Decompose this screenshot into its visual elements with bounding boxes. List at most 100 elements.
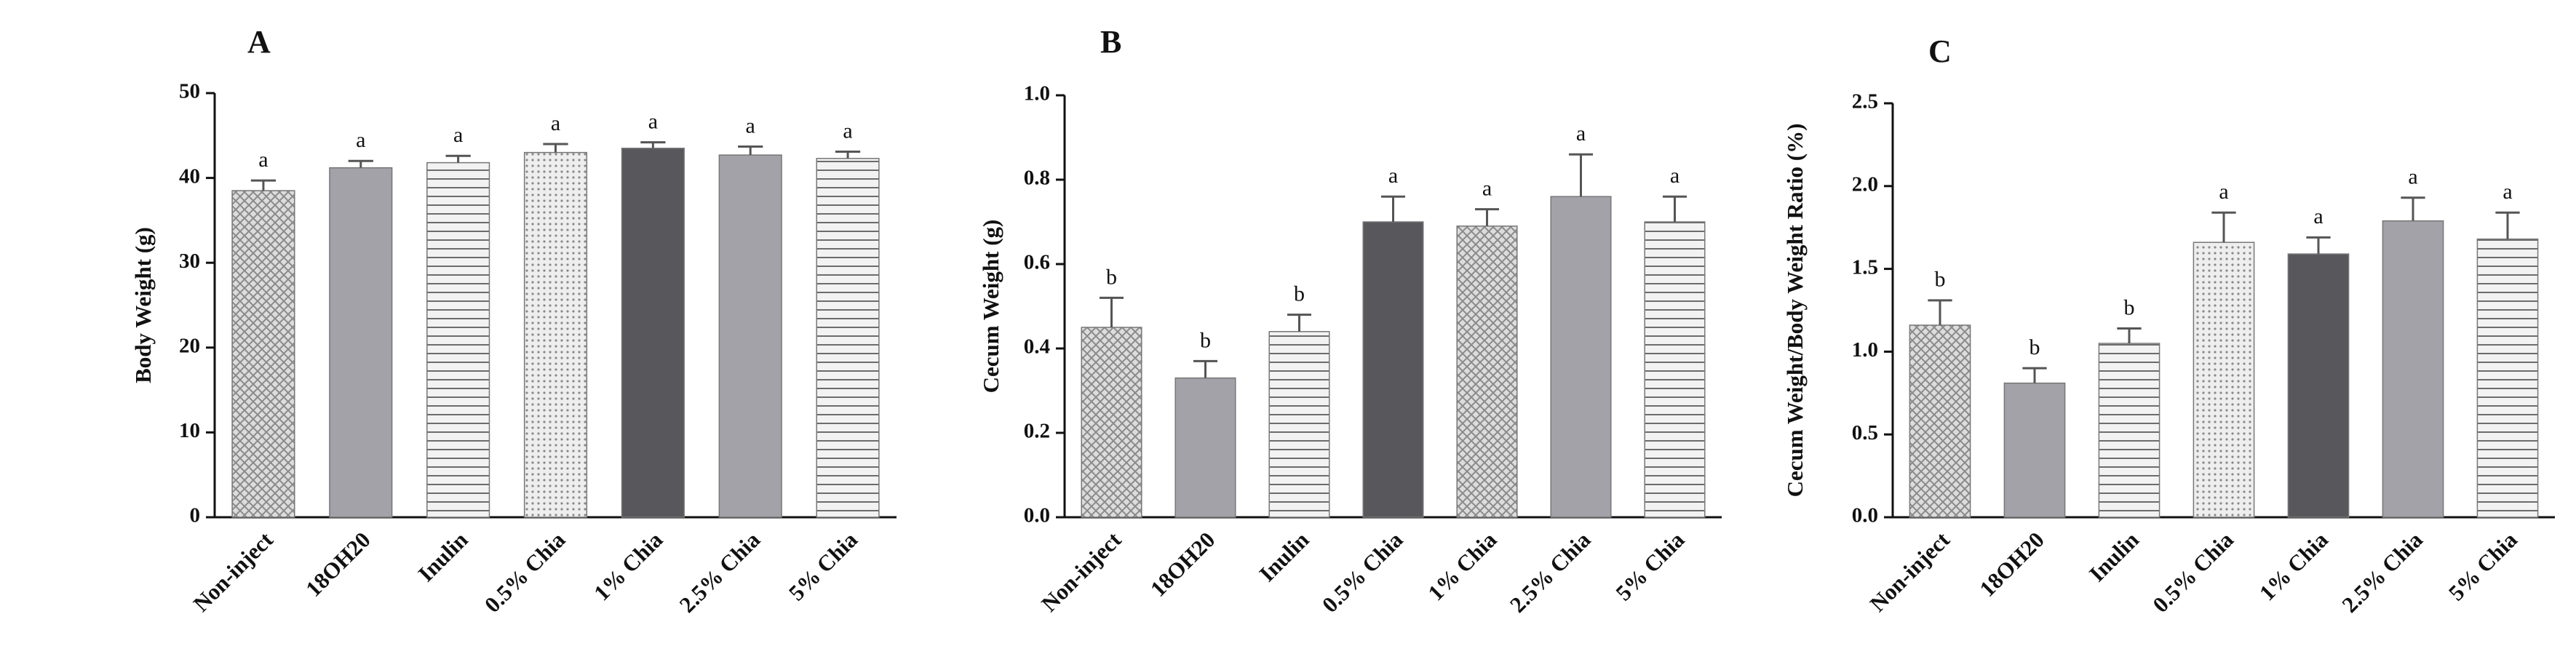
x-tick-label: Non-inject bbox=[1036, 527, 1126, 617]
significance-letter: a bbox=[2219, 180, 2228, 204]
significance-letter: a bbox=[2503, 180, 2512, 204]
y-tick-label: 1.5 bbox=[1852, 255, 1878, 279]
error-bar bbox=[1287, 314, 1312, 332]
y-tick-label: 0 bbox=[190, 504, 201, 527]
bar bbox=[1644, 221, 1706, 518]
error-bar bbox=[1099, 296, 1124, 327]
error-bar bbox=[2117, 327, 2142, 344]
significance-letter: b bbox=[1106, 265, 1117, 289]
error-bar bbox=[2495, 211, 2520, 239]
x-tick-label: 1% Chia bbox=[589, 527, 668, 606]
panel-label: A bbox=[247, 24, 271, 60]
x-tick-label: 18OH20 bbox=[1974, 527, 2049, 602]
x-tick-label: Inulin bbox=[1254, 527, 1313, 586]
x-tick-label: 0.5% Chia bbox=[2147, 527, 2238, 618]
x-tick-label: 18OH20 bbox=[301, 527, 375, 602]
significance-letter: a bbox=[2313, 204, 2323, 228]
bar bbox=[2098, 343, 2160, 518]
error-bar bbox=[2022, 367, 2047, 383]
bar bbox=[2382, 220, 2444, 518]
significance-letter: a bbox=[746, 113, 755, 137]
significance-letter: a bbox=[551, 111, 560, 135]
x-tick-label: Non-inject bbox=[188, 527, 279, 617]
y-axis-title: Cecum Weight/Body Weight Ratio (%) bbox=[1782, 124, 1808, 498]
significance-letter: a bbox=[648, 110, 658, 134]
x-tick-label: 5% Chia bbox=[2444, 527, 2523, 606]
error-bar bbox=[1193, 359, 1218, 378]
x-tick-label: Inulin bbox=[2084, 527, 2144, 586]
bar bbox=[1362, 221, 1424, 518]
bar bbox=[231, 190, 295, 518]
significance-letter: a bbox=[1388, 164, 1398, 188]
x-tick-label: 0.5% Chia bbox=[1317, 527, 1408, 618]
x-tick-label: 18OH20 bbox=[1145, 527, 1220, 602]
y-tick-label: 0.5 bbox=[1852, 421, 1878, 444]
bar bbox=[2476, 238, 2539, 518]
y-axis-title: Cecum Weight (g) bbox=[978, 220, 1003, 394]
error-bar bbox=[2306, 236, 2331, 255]
y-tick-label: 50 bbox=[179, 80, 200, 103]
error-bar bbox=[543, 143, 568, 153]
significance-letter: a bbox=[258, 148, 268, 172]
y-tick-label: 0.8 bbox=[1024, 167, 1050, 190]
bar bbox=[816, 158, 880, 518]
error-bar bbox=[1474, 208, 1500, 226]
bar bbox=[426, 161, 490, 518]
y-tick-label: 0.0 bbox=[1852, 504, 1878, 527]
bar bbox=[1268, 331, 1330, 518]
error-bar bbox=[348, 159, 373, 168]
error-bar bbox=[2401, 196, 2425, 221]
x-tick-label: 1% Chia bbox=[1423, 527, 1502, 606]
x-tick-label: 5% Chia bbox=[784, 527, 863, 606]
significance-letter: a bbox=[453, 123, 463, 147]
x-tick-label: 5% Chia bbox=[1610, 527, 1690, 606]
error-bar bbox=[250, 179, 277, 191]
significance-letter: a bbox=[843, 119, 852, 143]
panel-label: C bbox=[1928, 33, 1952, 69]
significance-letter: a bbox=[1670, 164, 1679, 188]
bar bbox=[2287, 253, 2350, 518]
y-tick-label: 1.0 bbox=[1852, 338, 1878, 362]
y-tick-label: 2.5 bbox=[1852, 90, 1878, 113]
y-tick-label: 0.4 bbox=[1024, 335, 1050, 359]
bar bbox=[1174, 377, 1236, 518]
error-bar bbox=[445, 154, 471, 163]
bar bbox=[2003, 382, 2066, 518]
significance-letter: a bbox=[2408, 165, 2417, 189]
bar bbox=[1456, 226, 1518, 518]
y-axis-title: Body Weight (g) bbox=[130, 227, 156, 383]
error-bar bbox=[835, 150, 861, 159]
significance-letter: a bbox=[1576, 121, 1586, 145]
x-tick-label: 2.5% Chia bbox=[675, 527, 766, 618]
x-tick-label: 0.5% Chia bbox=[480, 527, 571, 618]
x-tick-label: 2.5% Chia bbox=[1505, 527, 1596, 618]
y-tick-label: 20 bbox=[179, 334, 200, 357]
significance-letter: b bbox=[1935, 268, 1946, 292]
bar bbox=[2193, 242, 2255, 518]
bar bbox=[329, 167, 393, 518]
bar bbox=[718, 154, 782, 518]
x-tick-label: 1% Chia bbox=[2254, 527, 2334, 606]
x-tick-label: Inulin bbox=[413, 527, 473, 586]
bar bbox=[1550, 196, 1612, 518]
y-tick-label: 10 bbox=[179, 419, 200, 442]
y-tick-label: 0.0 bbox=[1024, 504, 1050, 527]
y-tick-label: 0.6 bbox=[1024, 251, 1050, 274]
panel-label: B bbox=[1100, 24, 1121, 60]
significance-letter: a bbox=[356, 128, 365, 152]
y-tick-label: 30 bbox=[179, 250, 200, 273]
x-tick-label: 2.5% Chia bbox=[2337, 527, 2428, 618]
y-tick-label: 2.0 bbox=[1852, 172, 1878, 196]
error-bar bbox=[1568, 153, 1594, 197]
bar bbox=[523, 151, 588, 518]
error-bar bbox=[1928, 299, 1952, 325]
y-tick-label: 40 bbox=[179, 164, 200, 188]
bar bbox=[1909, 324, 1971, 518]
significance-letter: a bbox=[1482, 176, 1492, 200]
error-bar bbox=[1380, 195, 1406, 222]
x-tick-label: Non-inject bbox=[1865, 527, 1955, 617]
error-bar bbox=[640, 141, 666, 148]
error-bar bbox=[738, 145, 763, 156]
error-bar bbox=[1662, 195, 1687, 222]
